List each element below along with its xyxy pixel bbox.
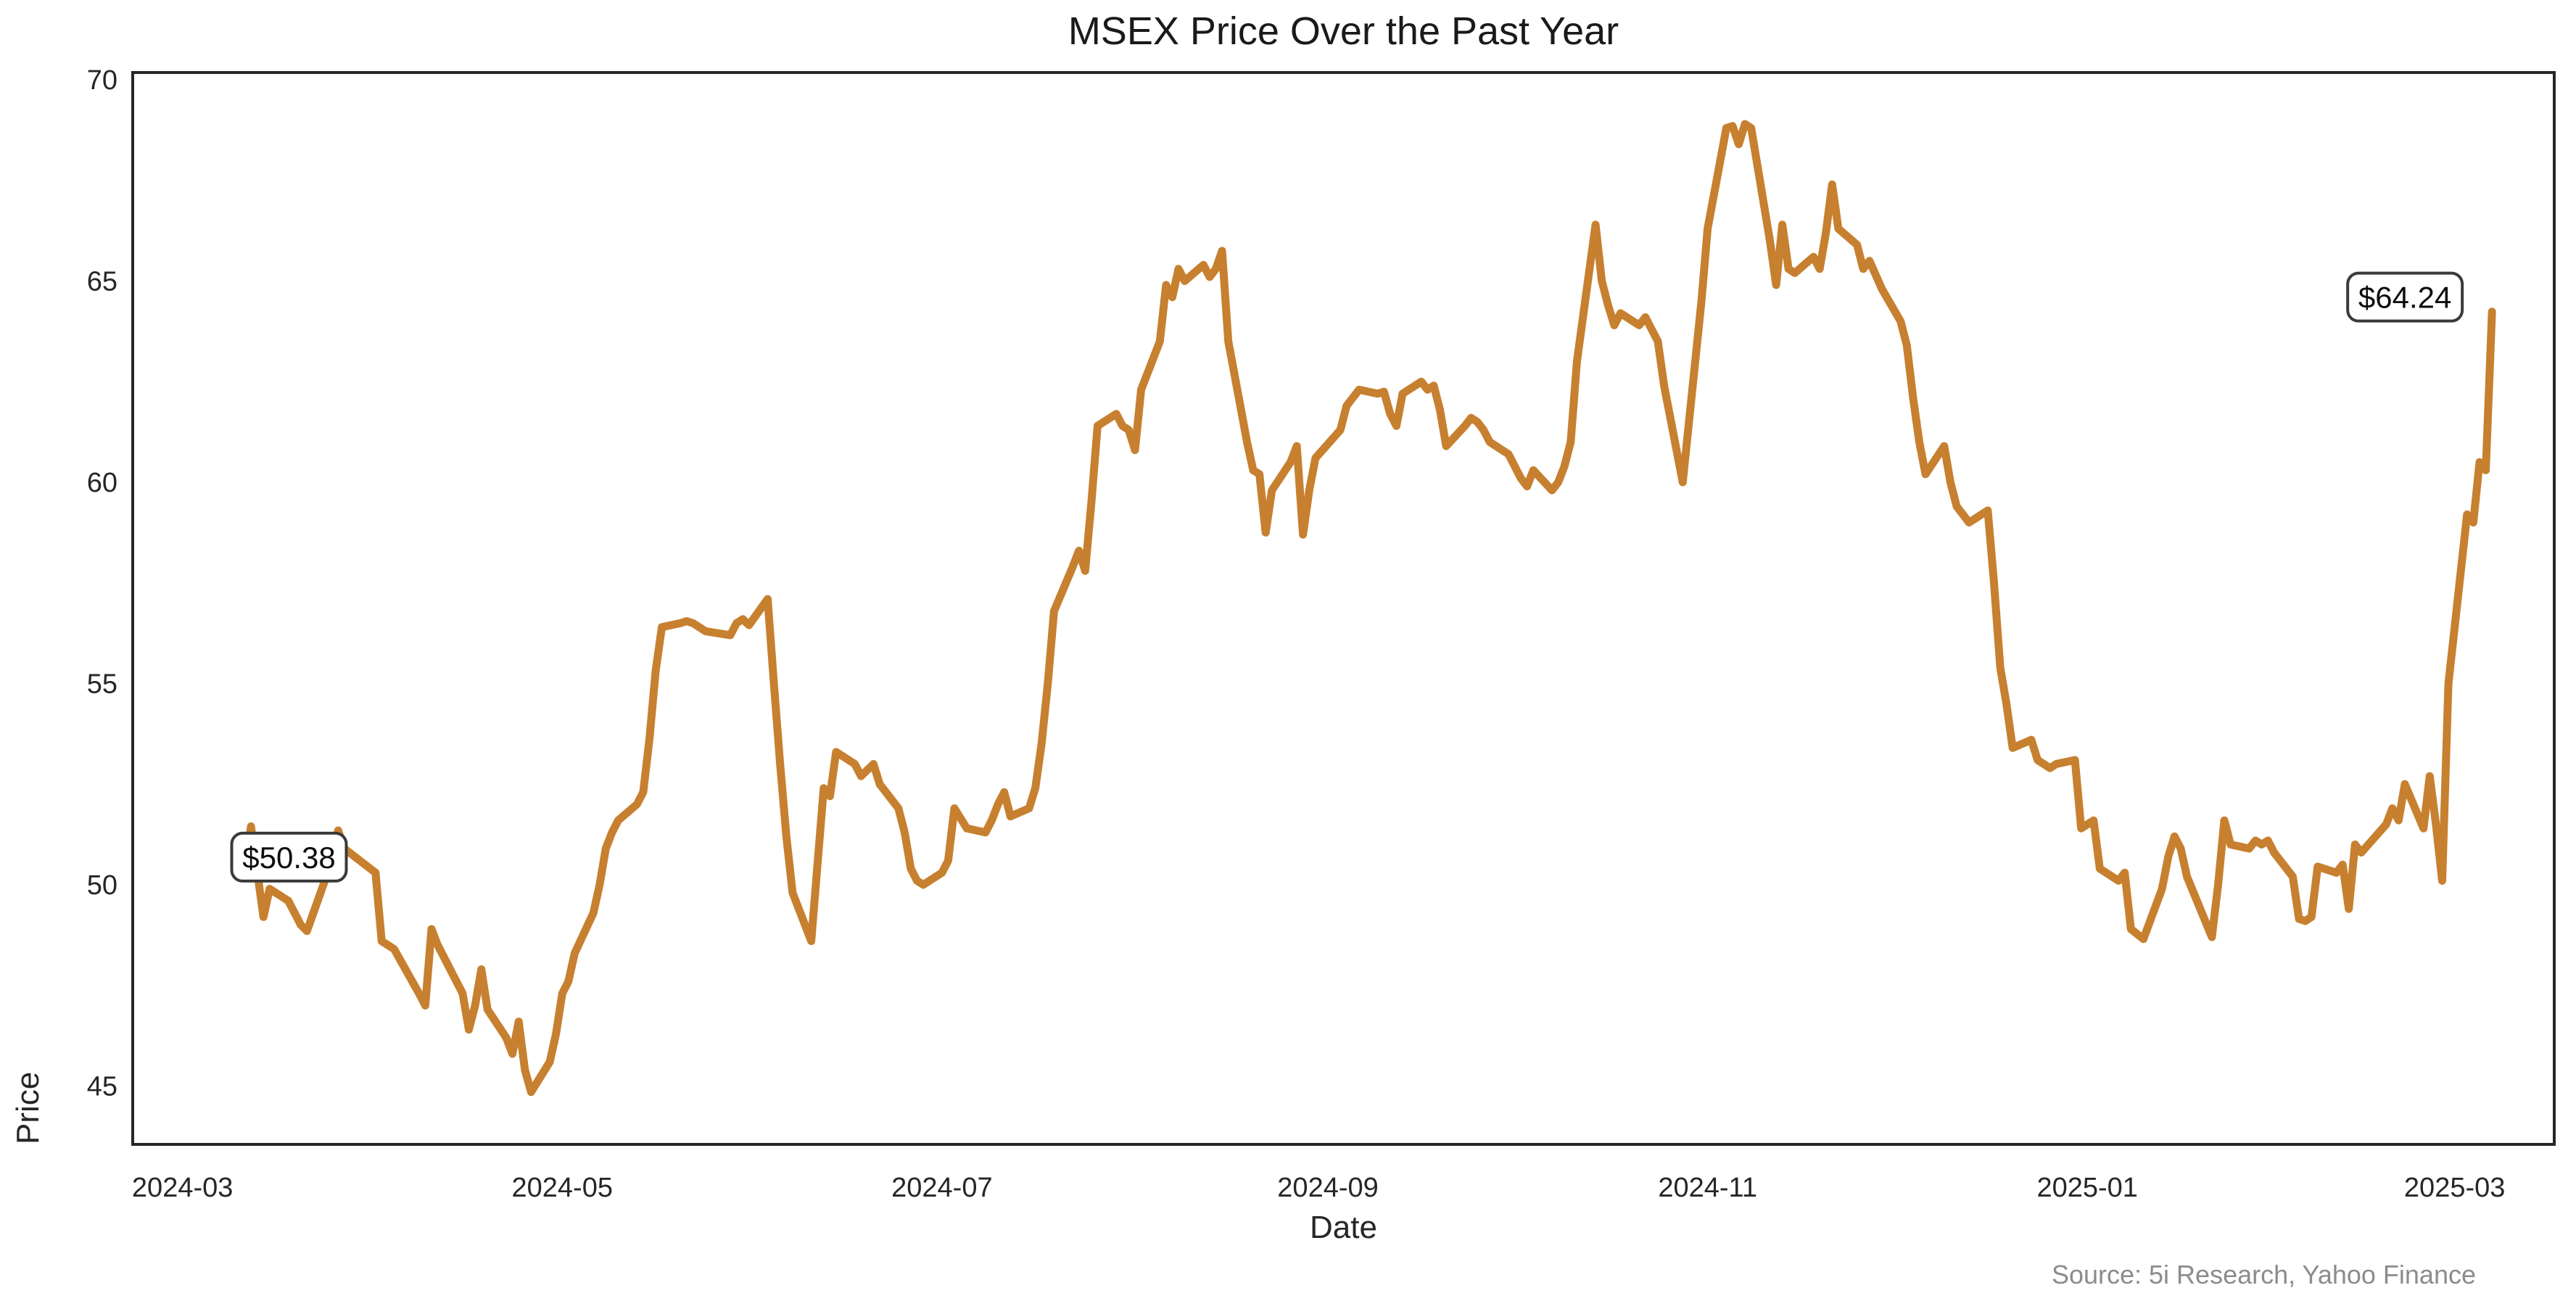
plot-border bbox=[131, 71, 2556, 1146]
y-tick-label: 45 bbox=[87, 1072, 117, 1102]
annotation-box bbox=[2346, 271, 2464, 323]
y-tick-label: 60 bbox=[87, 468, 117, 498]
x-tick-label: 2025-03 bbox=[2404, 1173, 2505, 1203]
x-tick-label: 2025-01 bbox=[2036, 1173, 2137, 1203]
x-tick-label: 2024-07 bbox=[891, 1173, 992, 1203]
x-axis-label: Date bbox=[1310, 1210, 1377, 1245]
y-tick-label: 55 bbox=[87, 669, 117, 700]
series-line bbox=[241, 120, 2496, 1097]
annotation-box bbox=[230, 831, 348, 883]
x-tick-label: 2024-09 bbox=[1277, 1173, 1378, 1203]
y-tick-label: 50 bbox=[87, 870, 117, 901]
y-tick-label: 70 bbox=[87, 65, 117, 96]
x-tick-label: 2024-05 bbox=[512, 1173, 613, 1203]
x-tick-label: 2024-11 bbox=[1658, 1173, 1757, 1203]
annotation-label: $64.24 bbox=[2358, 281, 2451, 315]
source-note: Source: 5i Research, Yahoo Finance bbox=[2051, 1260, 2476, 1289]
chart-title: MSEX Price Over the Past Year bbox=[1068, 9, 1619, 53]
annotation-label: $50.38 bbox=[242, 841, 335, 875]
x-tick-label: 2024-03 bbox=[132, 1173, 233, 1203]
y-tick-label: 65 bbox=[87, 266, 117, 297]
